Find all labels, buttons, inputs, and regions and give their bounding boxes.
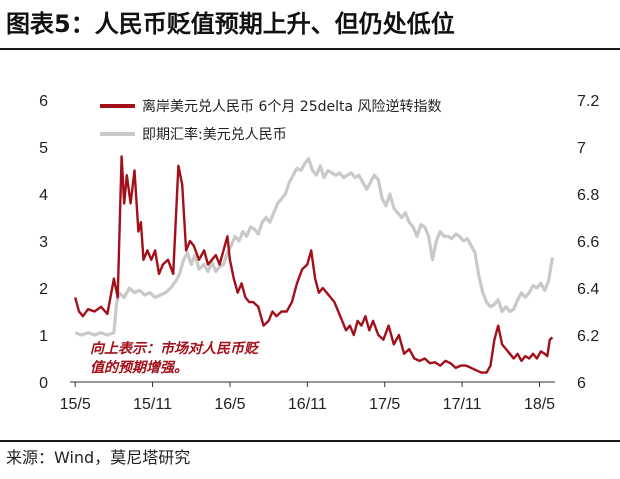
y-left-tick-label: 1 — [39, 328, 48, 345]
legend-item-spot-rate-label: 即期汇率:美元兑人民币 — [142, 126, 287, 143]
line-chart: 0 1 2 3 4 5 6 6 6.2 6.4 6.6 6.8 7 7.2 15/5 15/11 16/5 16/… — [39, 93, 599, 413]
y-left-tick-label: 6 — [39, 93, 48, 110]
x-tick-label: 15/11 — [133, 396, 172, 413]
chart-axes: 0 1 2 3 4 5 6 6 6.2 6.4 6.6 6.8 7 7.2 15/5 15/11 16/5 16/… — [39, 93, 599, 413]
series-line-spot-rate — [74, 157, 554, 337]
y-right-tick-label: 6.6 — [577, 234, 599, 251]
y-right-tick-label: 7.2 — [577, 93, 599, 110]
x-tick-label: 17/5 — [369, 396, 400, 413]
y-right-tick-label: 6 — [577, 375, 586, 392]
figure-title: 图表5：人民币贬值预期上升、但仍处低位 — [6, 10, 455, 38]
annotation-line: 值的预期增强。 — [90, 359, 188, 376]
x-tick-label: 16/5 — [214, 396, 245, 413]
series-line-risk-reversal — [74, 155, 554, 374]
x-tick-label: 16/11 — [288, 396, 327, 413]
source-note: 来源：Wind，莫尼塔研究 — [6, 448, 191, 467]
y-right-tick-label: 6.2 — [577, 328, 599, 345]
chart-series — [74, 155, 554, 374]
top-divider — [0, 48, 620, 50]
y-right-tick-label: 7 — [577, 140, 586, 157]
x-tick-label: 18/5 — [524, 396, 555, 413]
bottom-divider — [0, 440, 620, 442]
y-left-tick-label: 0 — [39, 375, 48, 392]
x-tick-label: 15/5 — [60, 396, 91, 413]
y-left-tick-label: 5 — [39, 140, 48, 157]
y-left-tick-label: 4 — [39, 187, 48, 204]
x-tick-label: 17/11 — [443, 396, 482, 413]
annotation-line: 向上表示：市场对人民币贬 — [90, 340, 261, 357]
y-right-tick-label: 6.8 — [577, 187, 599, 204]
y-left-tick-label: 3 — [39, 234, 48, 251]
y-left-tick-label: 2 — [39, 281, 48, 298]
legend-item-risk-reversal-label: 离岸美元兑人民币 6个月 25delta 风险逆转指数 — [142, 98, 442, 115]
y-right-tick-label: 6.4 — [577, 281, 599, 298]
